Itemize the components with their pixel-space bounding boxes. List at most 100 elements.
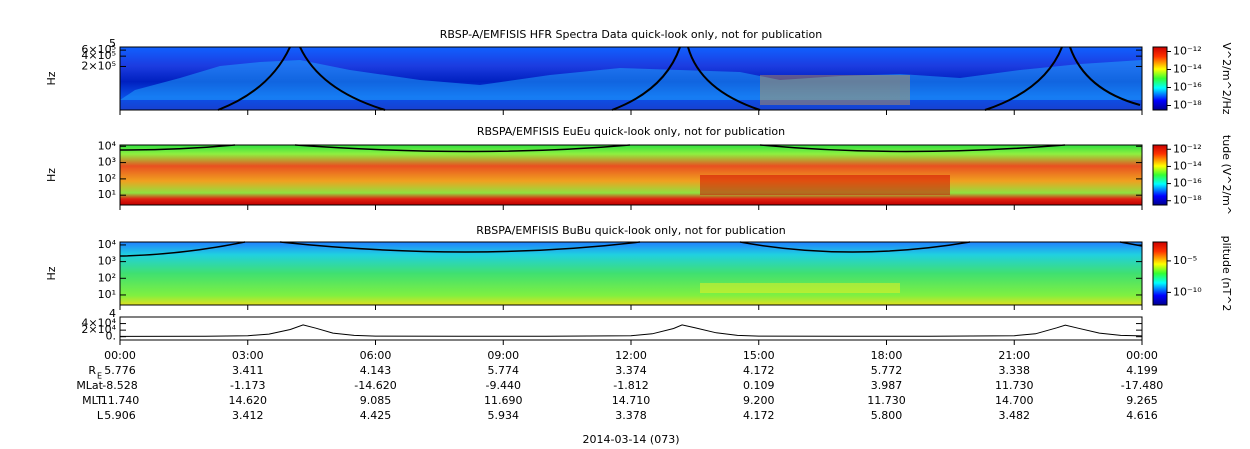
- spectrogram-image: [120, 145, 1142, 205]
- y-tick-label: 10¹: [98, 288, 116, 301]
- y-tick-label: 10³: [98, 156, 116, 169]
- ephemeris-value: 14.620: [229, 394, 268, 407]
- ephemeris-value: 3.378: [615, 409, 647, 422]
- y-tick-label: 10¹: [98, 188, 116, 201]
- ephemeris-value: 4.172: [743, 364, 775, 377]
- ephemeris-value: 9.200: [743, 394, 775, 407]
- ephemeris-value: 5.772: [871, 364, 903, 377]
- overlay-curves: [119, 46, 1143, 257]
- ephemeris-value: 3.374: [615, 364, 647, 377]
- y-tick-label: 6×10⁵: [81, 43, 116, 56]
- ephemeris-label: R: [88, 364, 96, 377]
- ephemeris-value: -14.620: [354, 379, 396, 392]
- ephemeris-value: 3.411: [232, 364, 264, 377]
- x-tick-label: 03:00: [232, 349, 264, 362]
- colorbar: [1152, 241, 1168, 306]
- y-tick-label: 2×10⁵: [81, 59, 116, 72]
- plot-frame: [119, 316, 1143, 341]
- y-tick-label-top: 5: [109, 37, 116, 50]
- overlay-curve: [119, 144, 1066, 153]
- overlay-curve: [687, 46, 761, 111]
- y-tick-label: 4×10⁵: [81, 49, 116, 62]
- panel-title: RBSP-A/EMFISIS HFR Spectra Data quick-lo…: [440, 28, 823, 41]
- overlay-curve: [984, 46, 1063, 111]
- overlay-curve: [611, 46, 681, 111]
- ephemeris-value: 14.700: [995, 394, 1034, 407]
- y-tick-label-top: 4: [109, 307, 116, 320]
- y-axis-label: Hz: [45, 71, 58, 85]
- colorbar-tick-label: 10⁻¹⁴: [1173, 159, 1202, 172]
- colorbar: [1152, 144, 1168, 206]
- overlay-curve: [217, 46, 291, 111]
- colorbar-tick-label: 10⁻¹⁴: [1173, 63, 1202, 76]
- y-axis-label: Hz: [45, 266, 58, 280]
- y-tick-label: 4×10⁴: [81, 317, 116, 330]
- ephemeris-value: 4.143: [360, 364, 392, 377]
- ephemeris-value: 5.776: [104, 364, 136, 377]
- y-tick-label: 10³: [98, 255, 116, 268]
- y-tick-label: 0.: [106, 330, 117, 343]
- spectrogram-band: [760, 75, 910, 105]
- ephemeris-value: 4.199: [1126, 364, 1158, 377]
- ephemeris-label-subscript: E: [97, 372, 102, 381]
- x-tick-label: 06:00: [360, 349, 392, 362]
- y-tick-label: 10⁴: [98, 238, 117, 251]
- ephemeris-value: -9.440: [486, 379, 521, 392]
- colorbar-tick-label: 10⁻¹⁸: [1173, 194, 1202, 207]
- panel-title: RBSPA/EMFISIS EuEu quick-look only, not …: [477, 125, 785, 138]
- ephemeris-value: 4.425: [360, 409, 392, 422]
- y-tick-label: 10²: [98, 172, 116, 185]
- x-tick-label: 12:00: [615, 349, 647, 362]
- ephemeris-value: -1.173: [230, 379, 265, 392]
- x-tick-label: 21:00: [998, 349, 1030, 362]
- line-series: [119, 324, 1143, 337]
- ephemeris-label: L: [97, 409, 104, 422]
- ephemeris-value: 11.740: [101, 394, 140, 407]
- x-tick-label: 09:00: [487, 349, 519, 362]
- ephemeris-value: 3.338: [999, 364, 1031, 377]
- ephemeris-value: 11.730: [867, 394, 906, 407]
- ephemeris-value: 3.482: [999, 409, 1031, 422]
- ephemeris-value: 5.906: [104, 409, 136, 422]
- ephemeris-value: -8.528: [102, 379, 137, 392]
- spectrogram-band: [700, 175, 950, 195]
- ephemeris-label: MLat: [76, 379, 103, 392]
- colorbar-label: V^2/m^2/Hz: [1220, 42, 1233, 114]
- ephemeris-value: 3.987: [871, 379, 903, 392]
- x-tick-label: 00:00: [104, 349, 136, 362]
- ephemeris-value: 5.774: [488, 364, 520, 377]
- x-tick-label: 18:00: [871, 349, 903, 362]
- ephemeris-value: 9.085: [360, 394, 392, 407]
- spectrogram-band: [120, 60, 1142, 100]
- spectrogram-images: [120, 47, 1142, 305]
- ephemeris-value: 11.730: [995, 379, 1034, 392]
- colorbar-tick-label: 10⁻¹²: [1173, 142, 1202, 155]
- x-tick-label: 15:00: [743, 349, 775, 362]
- ephemeris-value: 14.710: [612, 394, 651, 407]
- overlay-curve: [299, 46, 386, 111]
- ephemeris-label: MLT: [82, 394, 103, 407]
- ephemeris-value: 9.265: [1126, 394, 1158, 407]
- ephemeris-value: 3.412: [232, 409, 264, 422]
- y-tick-label: 10²: [98, 271, 116, 284]
- ephemeris-value: 4.172: [743, 409, 775, 422]
- ephemeris-value: 5.800: [871, 409, 903, 422]
- y-axis-label: Hz: [45, 168, 58, 182]
- ephemeris-value: 11.690: [484, 394, 523, 407]
- colorbar-label: plitude (nT^2: [1220, 236, 1233, 312]
- colorbar-tick-label: 10⁻¹⁰: [1173, 285, 1202, 298]
- ephemeris-value: -1.812: [613, 379, 648, 392]
- y-tick-label: 2×10⁴: [81, 323, 116, 336]
- colorbar: [1152, 46, 1168, 111]
- colorbar-tick-label: 10⁻⁵: [1173, 254, 1197, 267]
- spectrogram-band: [700, 283, 900, 293]
- panel-title: RBSPA/EMFISIS BuBu quick-look only, not …: [476, 224, 786, 237]
- ephemeris-value: 4.616: [1126, 409, 1158, 422]
- spectrogram-image: [120, 242, 1142, 305]
- colorbar-tick-label: 10⁻¹²: [1173, 45, 1202, 58]
- date-label: 2014-03-14 (073): [582, 433, 679, 446]
- ephemeris-value: 5.934: [488, 409, 520, 422]
- colorbar-tick-label: 10⁻¹⁶: [1173, 81, 1202, 94]
- colorbar-tick-label: 10⁻¹⁶: [1173, 177, 1202, 190]
